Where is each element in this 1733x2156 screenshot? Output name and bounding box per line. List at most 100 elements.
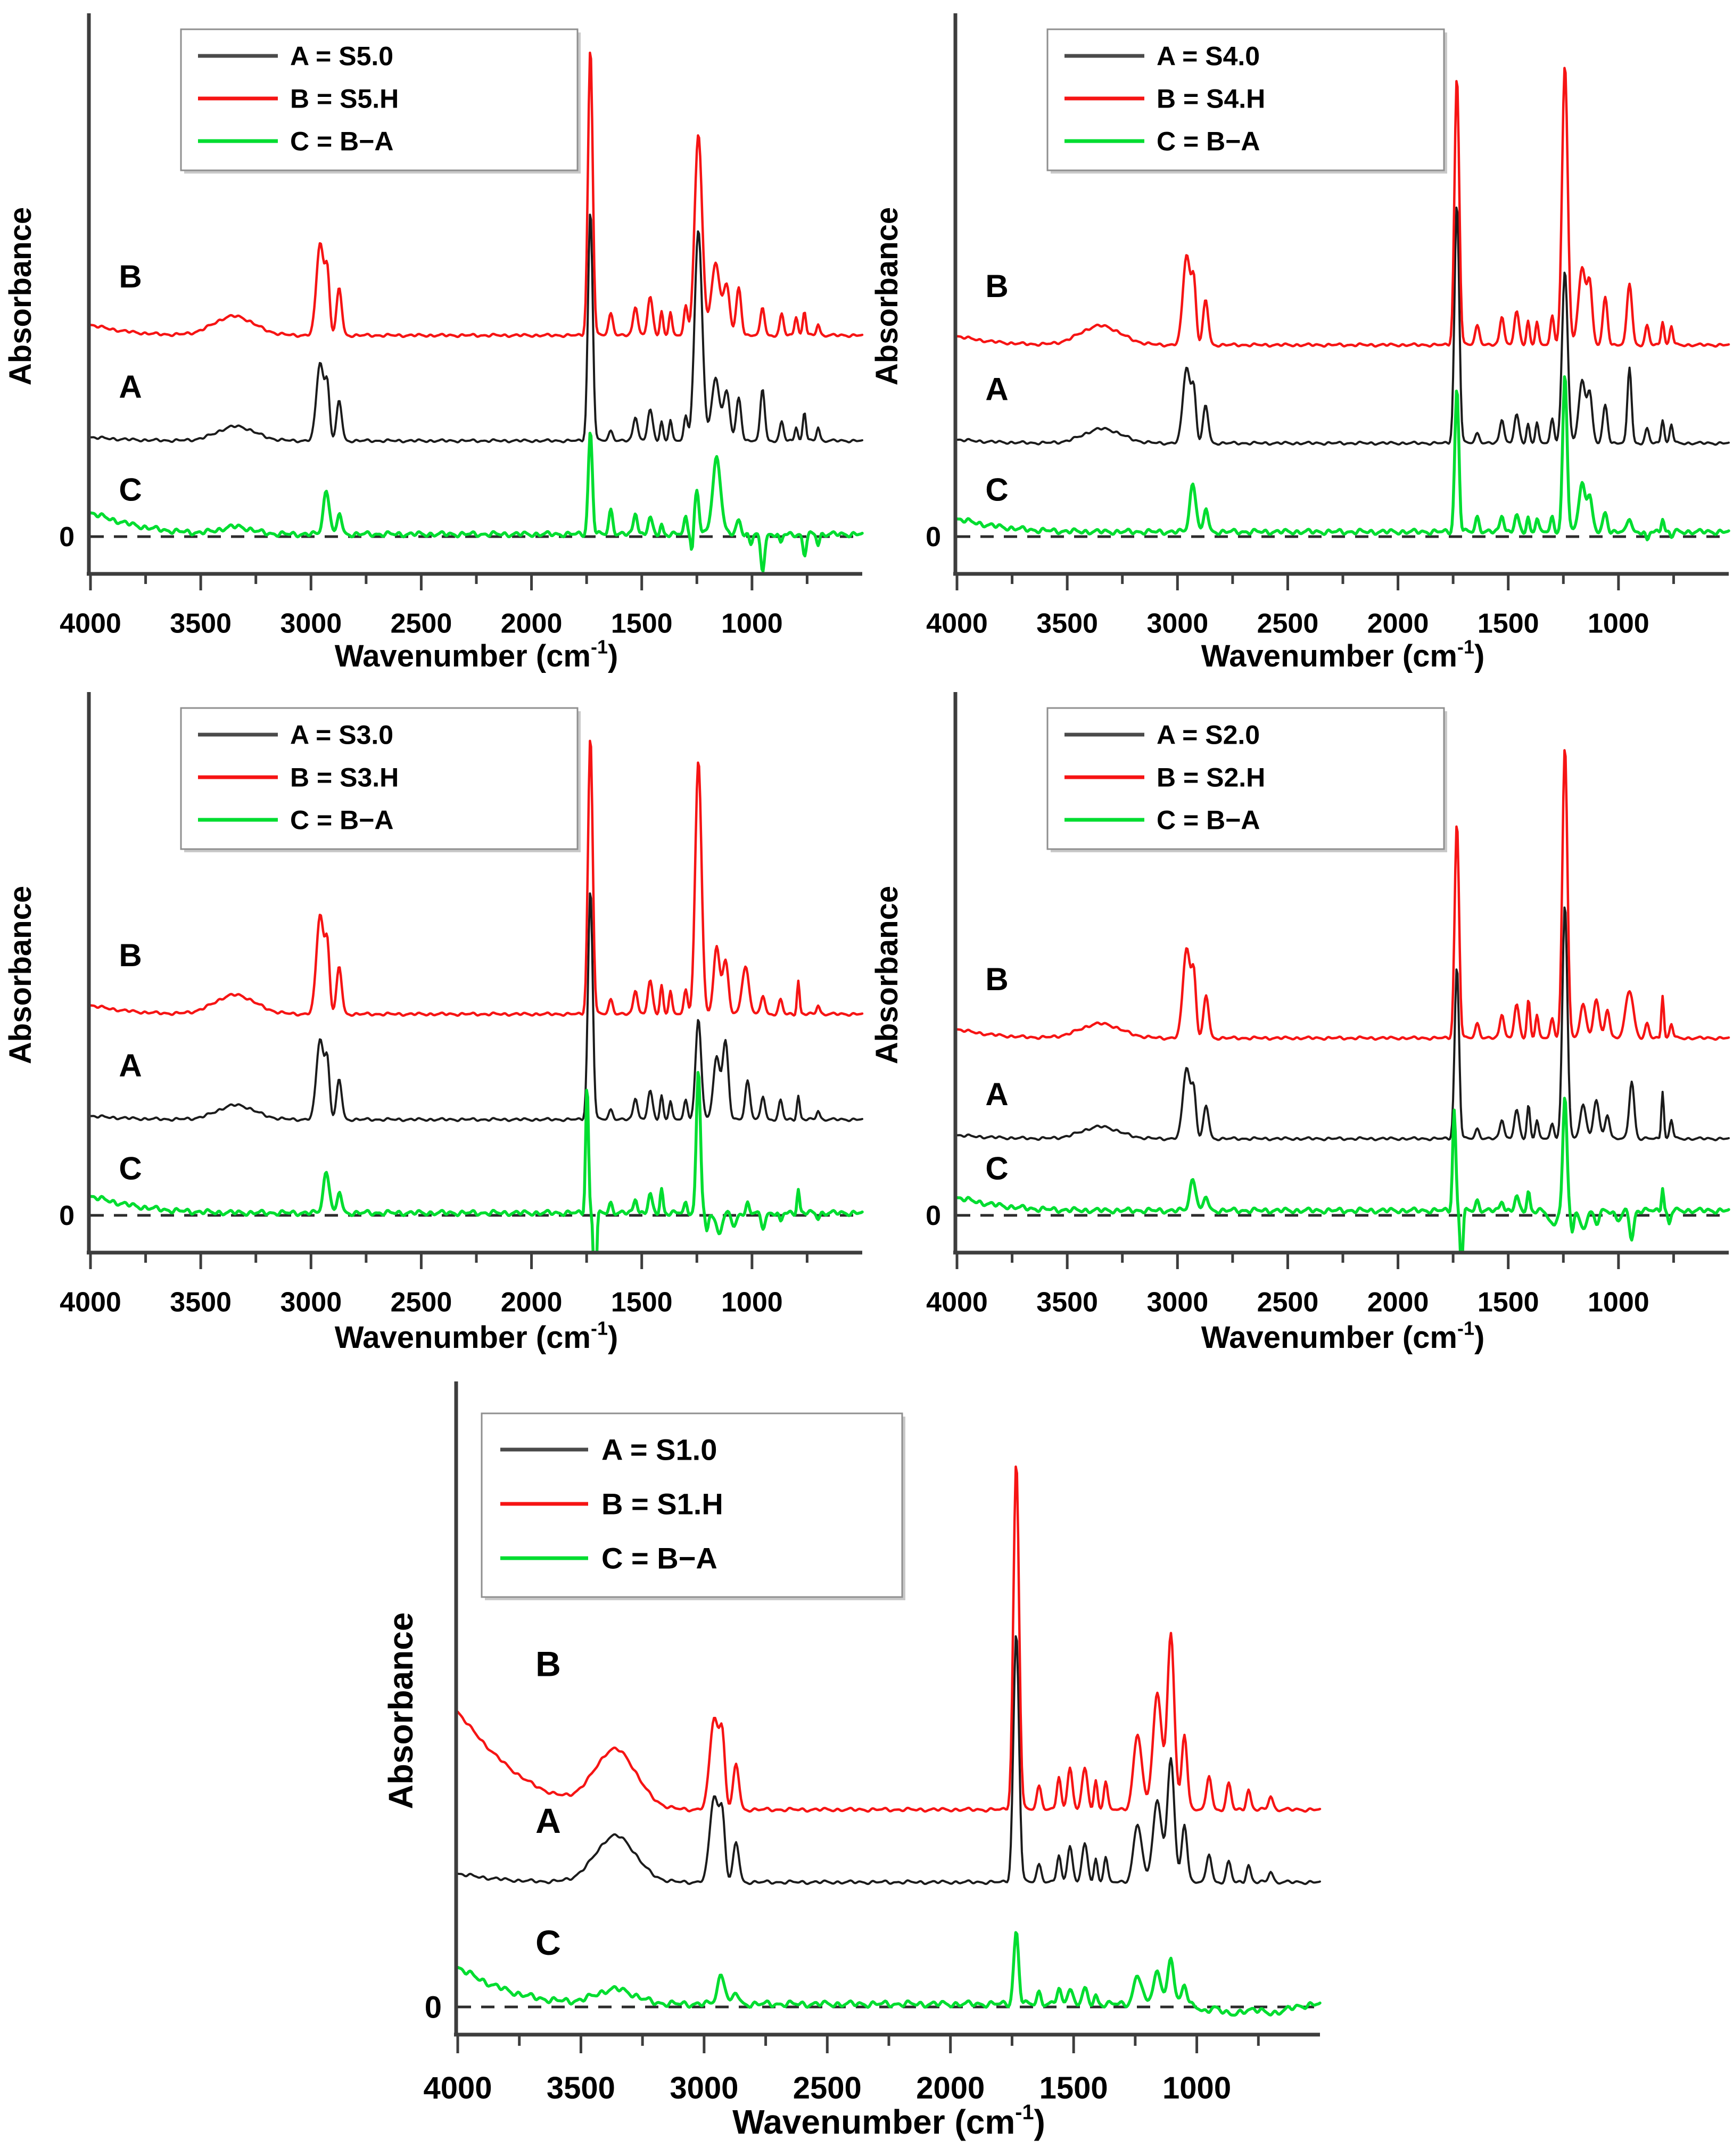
legend-label-c: C = B−A xyxy=(1157,805,1260,835)
x-tick-label: 1500 xyxy=(611,1287,673,1318)
y-zero-label: 0 xyxy=(59,522,75,553)
x-axis-title-suffix: ) xyxy=(608,639,618,673)
plot-area xyxy=(956,749,1730,1254)
x-axis-title-superscript: -1 xyxy=(1457,1318,1474,1339)
x-axis-title-suffix: ) xyxy=(1474,639,1484,673)
x-tick-label: 2500 xyxy=(1257,608,1319,639)
legend-label-a: A = S2.0 xyxy=(1157,720,1260,750)
x-tick-label: 3000 xyxy=(280,1287,342,1318)
spectrum-curve-s1-b xyxy=(457,1465,1322,1813)
spectrum-curve-s5-b xyxy=(89,51,864,339)
legend: A = S3.0 B = S3.H C = B−A xyxy=(180,707,581,852)
spectrum-curve-s4-c xyxy=(956,375,1730,541)
x-axis-title-prefix: Wavenumber (cm xyxy=(1201,639,1457,673)
curve-letter-b: B xyxy=(119,937,142,973)
x-axis-title-superscript: -1 xyxy=(591,636,608,658)
x-tick-label: 3000 xyxy=(1146,1287,1208,1318)
x-axis-title-suffix: ) xyxy=(1034,2103,1045,2141)
legend-label-c: C = B−A xyxy=(601,1542,717,1575)
legend: A = S5.0 B = S5.H C = B−A xyxy=(180,28,581,174)
x-tick-label: 3500 xyxy=(170,1287,232,1318)
curve-letter-c: C xyxy=(119,472,142,508)
chart-panel-s4: 4000 3500 3000 2500 2000 1500 1000 0 Absorbance W… xyxy=(866,0,1733,676)
curve-letter-b: B xyxy=(535,1644,561,1684)
chart-panel-s5: 4000 3500 3000 2500 2000 1500 1000 0 Absorbance W… xyxy=(0,0,866,676)
y-zero-label: 0 xyxy=(926,522,941,553)
curve-letter-b: B xyxy=(985,961,1008,997)
x-axis-title-superscript: -1 xyxy=(1015,2101,1034,2124)
legend-label-a: A = S4.0 xyxy=(1157,42,1260,71)
spectrum-curve-s2-b xyxy=(956,749,1730,1041)
x-axis-title-suffix: ) xyxy=(608,1320,618,1355)
x-tick-label: 3500 xyxy=(1036,608,1098,639)
x-axis-title: Wavenumber (cm-1) xyxy=(335,636,618,673)
figure-row-top: 4000 3500 3000 2500 2000 1500 1000 0 Absorbance W… xyxy=(0,0,1733,676)
chart-svg-s1: 4000 3500 3000 2500 2000 1500 1000 0 Absorbance W… xyxy=(382,1381,1322,2141)
curve-letter-a: A xyxy=(119,1048,142,1083)
spectrum-curve-s3-c xyxy=(89,1071,864,1254)
curve-letter-c: C xyxy=(119,1151,142,1187)
legend-label-b: B = S4.H xyxy=(1157,84,1265,114)
legend-label-c: C = B−A xyxy=(290,805,394,835)
x-tick-label: 1000 xyxy=(721,608,783,639)
x-tick-label: 3500 xyxy=(547,2071,615,2105)
legend-label-b: B = S3.H xyxy=(290,763,399,793)
x-tick-label: 1000 xyxy=(1588,608,1649,639)
x-tick-label: 4000 xyxy=(423,2071,492,2105)
x-tick-label: 3000 xyxy=(280,608,342,639)
curve-letter-c: C xyxy=(985,1151,1008,1187)
x-tick-label: 4000 xyxy=(60,608,121,639)
x-axis-title: Wavenumber (cm-1) xyxy=(335,1318,618,1355)
spectrum-curve-s5-c xyxy=(89,432,864,573)
plot-area xyxy=(89,739,864,1254)
x-tick-label: 1000 xyxy=(1162,2071,1231,2105)
x-tick-label: 3500 xyxy=(170,608,232,639)
spectrum-curve-s2-a xyxy=(956,906,1730,1141)
x-tick-label: 1000 xyxy=(1588,1287,1649,1318)
spectrum-curve-s3-a xyxy=(89,892,863,1122)
x-tick-label: 2000 xyxy=(501,608,563,639)
chart-svg-s3: 4000 3500 3000 2500 2000 1500 1000 0 Absorbance W… xyxy=(3,692,864,1355)
x-axis-title-superscript: -1 xyxy=(591,1318,608,1339)
curve-letter-a: A xyxy=(535,1801,561,1840)
chart-svg-s4: 4000 3500 3000 2500 2000 1500 1000 0 Absorbance W… xyxy=(870,13,1730,673)
legend-label-b: B = S2.H xyxy=(1157,763,1265,793)
spectrum-curve-s1-a xyxy=(457,1635,1321,1886)
x-axis-title-prefix: Wavenumber (cm xyxy=(335,1320,591,1355)
x-axis-title: Wavenumber (cm-1) xyxy=(1201,636,1485,673)
spectrum-curve-s4-a xyxy=(956,207,1730,446)
legend-label-a: A = S3.0 xyxy=(290,720,393,750)
y-zero-label: 0 xyxy=(59,1200,75,1231)
x-axis-title-suffix: ) xyxy=(1474,1320,1484,1355)
y-axis-title: Absorbance xyxy=(3,207,38,385)
chart-svg-s5: 4000 3500 3000 2500 2000 1500 1000 0 Absorbance W… xyxy=(3,13,864,673)
figure-row-middle: 4000 3500 3000 2500 2000 1500 1000 0 Absorbance W… xyxy=(0,676,1733,1363)
legend-label-c: C = B−A xyxy=(1157,127,1260,157)
x-axis-title: Wavenumber (cm-1) xyxy=(732,2101,1045,2141)
legend: A = S2.0 B = S2.H C = B−A xyxy=(1046,707,1447,852)
spectrum-curve-s4-b xyxy=(956,67,1730,348)
x-tick-label: 1500 xyxy=(1039,2071,1108,2105)
curve-letter-a: A xyxy=(985,1076,1008,1112)
chart-panel-s2: 4000 3500 3000 2500 2000 1500 1000 0 Absorbance W… xyxy=(866,676,1733,1363)
x-axis-title-superscript: -1 xyxy=(1457,636,1474,658)
spectrum-curve-s2-c xyxy=(956,1097,1730,1254)
legend-label-b: B = S1.H xyxy=(601,1487,723,1521)
curve-letter-c: C xyxy=(985,472,1008,508)
x-tick-label: 2500 xyxy=(391,1287,452,1318)
x-tick-label: 1000 xyxy=(721,1287,783,1318)
x-tick-label: 4000 xyxy=(926,608,988,639)
y-zero-label: 0 xyxy=(926,1200,941,1231)
plot-area xyxy=(457,1465,1322,2017)
x-tick-label: 1500 xyxy=(1478,1287,1539,1318)
figure-row-bottom: 4000 3500 3000 2500 2000 1500 1000 0 Absorbance W… xyxy=(0,1363,1733,2156)
x-tick-label: 3000 xyxy=(1146,608,1208,639)
x-tick-label: 2000 xyxy=(501,1287,563,1318)
x-tick-label: 2500 xyxy=(1257,1287,1319,1318)
chart-panel-s3: 4000 3500 3000 2500 2000 1500 1000 0 Absorbance W… xyxy=(0,676,866,1363)
x-tick-label: 3500 xyxy=(1036,1287,1098,1318)
x-axis-title: Wavenumber (cm-1) xyxy=(1201,1318,1485,1355)
legend-label-b: B = S5.H xyxy=(290,84,399,114)
x-tick-label: 2000 xyxy=(916,2071,985,2105)
curve-letter-b: B xyxy=(985,268,1008,304)
